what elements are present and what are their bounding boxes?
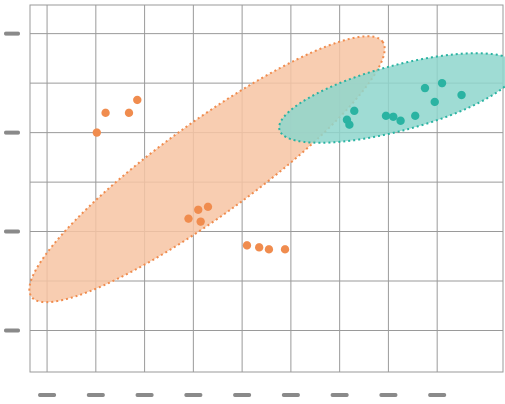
data-point <box>133 95 142 105</box>
data-point <box>194 205 203 214</box>
data-point <box>242 241 252 250</box>
data-point <box>196 217 205 226</box>
confidence-ellipse <box>28 35 386 304</box>
data-point <box>280 245 290 254</box>
data-point <box>264 245 274 254</box>
data-point <box>396 116 405 125</box>
confidence-ellipse <box>278 52 505 144</box>
data-point <box>254 243 264 252</box>
data-point <box>350 106 359 116</box>
data-point <box>411 111 420 120</box>
data-point <box>101 108 110 118</box>
data-point <box>124 108 134 118</box>
data-point <box>184 214 193 223</box>
data-point <box>92 128 102 137</box>
data-point <box>345 120 354 129</box>
data-point <box>420 83 430 93</box>
data-point <box>389 112 398 121</box>
data-point <box>437 78 447 88</box>
data-point <box>203 202 213 212</box>
data-point <box>457 90 466 100</box>
data-point <box>430 97 439 107</box>
data-point <box>381 111 391 120</box>
